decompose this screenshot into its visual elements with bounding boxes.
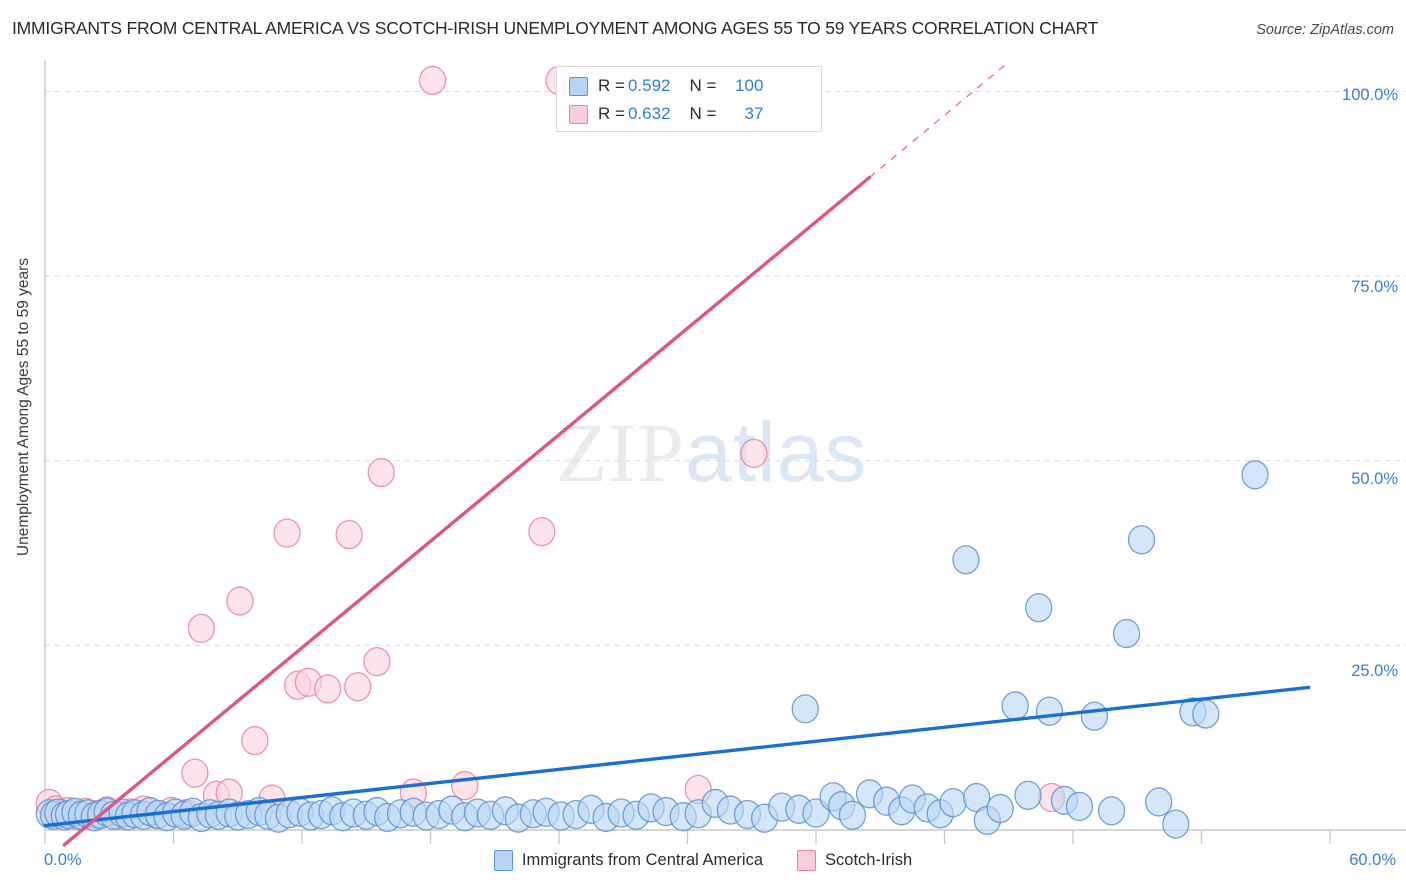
data-point[interactable] bbox=[1162, 809, 1190, 839]
trend-line-pink-extrapolated bbox=[869, 61, 1010, 178]
legend-n-label-blue: N = bbox=[689, 76, 717, 95]
data-point[interactable] bbox=[1025, 593, 1053, 623]
legend-n-label-pink: N = bbox=[689, 104, 717, 123]
data-point[interactable] bbox=[740, 438, 768, 469]
series-points-pink bbox=[35, 65, 1066, 830]
series-label-pink: Scotch-Irish bbox=[825, 851, 913, 869]
data-point[interactable] bbox=[1001, 691, 1029, 721]
source-attribution: Source: ZipAtlas.com bbox=[1256, 22, 1394, 38]
data-point[interactable] bbox=[838, 800, 867, 830]
data-point[interactable] bbox=[187, 613, 215, 644]
data-point[interactable] bbox=[314, 674, 342, 704]
legend-r-value-blue: 0.592 bbox=[627, 76, 671, 95]
data-point[interactable] bbox=[273, 518, 301, 548]
data-point[interactable] bbox=[939, 788, 967, 818]
stats-legend: R = 0.592 N = 100 R = 0.632 N = 37 bbox=[556, 66, 822, 132]
series-legend: Immigrants from Central America Scotch-I… bbox=[0, 850, 1406, 871]
data-point[interactable] bbox=[986, 793, 1014, 824]
x-axis-tick-max: 60.0% bbox=[1349, 851, 1396, 869]
data-point[interactable] bbox=[181, 758, 209, 788]
y-axis-tick-100: 100.0% bbox=[1342, 86, 1398, 104]
series-swatch-pink bbox=[797, 850, 817, 871]
data-point[interactable] bbox=[344, 672, 372, 702]
data-point[interactable] bbox=[241, 725, 269, 756]
data-point[interactable] bbox=[335, 519, 363, 550]
data-point[interactable] bbox=[418, 65, 447, 96]
data-point[interactable] bbox=[1112, 618, 1141, 649]
y-axis-title: Unemployment Among Ages 55 to 59 years bbox=[15, 257, 32, 557]
series-legend-item-pink[interactable]: Scotch-Irish bbox=[797, 850, 912, 871]
legend-swatch-pink bbox=[569, 104, 588, 124]
data-point[interactable] bbox=[363, 646, 391, 677]
data-point[interactable] bbox=[1145, 787, 1173, 817]
series-label-blue: Immigrants from Central America bbox=[521, 851, 764, 869]
data-point[interactable] bbox=[1080, 701, 1109, 731]
data-point[interactable] bbox=[367, 457, 395, 488]
y-axis-tick-75: 75.0% bbox=[1351, 278, 1398, 296]
trend-line-blue bbox=[43, 685, 1311, 828]
legend-n-value-blue: 100 bbox=[735, 76, 764, 95]
data-point[interactable] bbox=[1241, 460, 1269, 490]
data-point[interactable] bbox=[1065, 791, 1094, 822]
legend-n-value-pink: 37 bbox=[744, 104, 764, 123]
legend-r-label-pink: R = bbox=[598, 104, 625, 123]
page-title: IMMIGRANTS FROM CENTRAL AMERICA VS SCOTC… bbox=[12, 18, 1099, 38]
data-point[interactable] bbox=[226, 586, 254, 616]
data-point[interactable] bbox=[952, 545, 980, 575]
data-point[interactable] bbox=[1014, 780, 1042, 810]
data-point[interactable] bbox=[528, 517, 556, 547]
data-point[interactable] bbox=[791, 694, 819, 724]
data-point[interactable] bbox=[1192, 699, 1220, 729]
stats-legend-row-blue: R = 0.592 N = 100 bbox=[569, 72, 811, 100]
series-swatch-blue bbox=[493, 850, 513, 871]
legend-r-label-blue: R = bbox=[598, 76, 625, 95]
y-axis-tick-25: 25.0% bbox=[1351, 662, 1398, 680]
x-axis-tick-min: 0.0% bbox=[44, 851, 82, 869]
legend-swatch-blue bbox=[569, 76, 588, 96]
data-point[interactable] bbox=[1127, 525, 1156, 555]
data-point[interactable] bbox=[451, 771, 479, 801]
series-legend-item-blue[interactable]: Immigrants from Central America bbox=[493, 850, 764, 871]
y-axis-tick-50: 50.0% bbox=[1351, 470, 1398, 488]
data-point[interactable] bbox=[1035, 696, 1064, 726]
trend-line-pink bbox=[62, 175, 872, 847]
data-point[interactable] bbox=[802, 798, 830, 828]
legend-r-value-pink: 0.632 bbox=[627, 104, 671, 123]
data-point[interactable] bbox=[1097, 796, 1126, 826]
stats-legend-row-pink: R = 0.632 N = 37 bbox=[569, 100, 811, 128]
